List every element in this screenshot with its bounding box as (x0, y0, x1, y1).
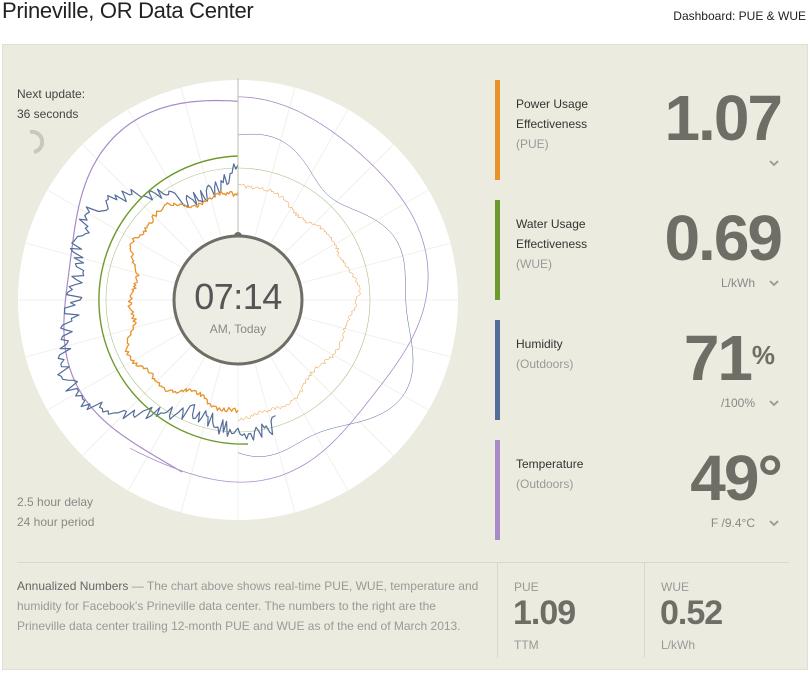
metric-abbrev: (PUE) (516, 134, 636, 154)
loading-spinner-icon (28, 130, 44, 154)
metric-color-bar (495, 200, 500, 300)
chevron-down-icon[interactable] (769, 398, 779, 408)
metric-humidity[interactable]: Humidity (Outdoors) 71 % /100% (495, 320, 795, 420)
next-update: Next update: 36 seconds (17, 84, 85, 124)
metric-unit: /100% (721, 396, 755, 410)
header: Prineville, OR Data Center Dashboard: PU… (0, 0, 810, 44)
metric-label: Humidity (Outdoors) (516, 334, 636, 374)
ttm-unit: L/kWh (661, 638, 695, 652)
metric-abbrev: (Outdoors) (516, 354, 636, 374)
annualized-section: Annualized Numbers — The chart above sho… (2, 562, 808, 670)
delay-text: 2.5 hour delay (17, 492, 94, 512)
metric-color-bar (495, 320, 500, 420)
delay-info: 2.5 hour delay 24 hour period (17, 492, 94, 532)
annualized-description: Annualized Numbers — The chart above sho… (17, 576, 487, 636)
metric-value: 71 (684, 326, 751, 390)
metric-name-line2: Effectiveness (516, 114, 636, 134)
metric-name-line1: Power Usage (516, 94, 636, 114)
metric-color-bar (495, 80, 500, 180)
metric-abbrev: (Outdoors) (516, 474, 636, 494)
metric-color-bar (495, 440, 500, 540)
clock-sub: AM, Today (170, 322, 306, 336)
ttm-value: 1.09 (513, 594, 575, 633)
metric-label: Power Usage Effectiveness (PUE) (516, 94, 636, 154)
metric-name-line1: Temperature (516, 454, 636, 474)
metric-value: 0.69 (664, 206, 781, 270)
metric-pue[interactable]: Power Usage Effectiveness (PUE) 1.07 (495, 80, 795, 180)
ttm-label: PUE (514, 580, 539, 594)
metric-name-line1: Humidity (516, 334, 636, 354)
metric-wue[interactable]: Water Usage Effectiveness (WUE) 0.69 L/k… (495, 200, 795, 300)
metric-label: Water Usage Effectiveness (WUE) (516, 214, 636, 274)
metric-unit: F /9.4°C (711, 516, 755, 530)
chevron-down-icon[interactable] (769, 158, 779, 168)
clock-time: 07:14 (170, 276, 306, 318)
center-clock: 07:14 AM, Today (170, 232, 306, 368)
metric-name-line2: Effectiveness (516, 234, 636, 254)
period-text: 24 hour period (17, 512, 94, 532)
annualized-lead: Annualized Numbers (17, 579, 128, 593)
next-update-label: Next update: (17, 84, 85, 104)
metric-unit-sup: % (752, 340, 775, 371)
ttm-value: 0.52 (660, 594, 722, 633)
chevron-down-icon[interactable] (769, 518, 779, 528)
ttm-wue: WUE 0.52 L/kWh (644, 562, 784, 658)
metric-value: 1.07 (664, 86, 781, 150)
dashboard-link[interactable]: Dashboard: PUE & WUE (673, 9, 806, 23)
chevron-down-icon[interactable] (769, 278, 779, 288)
ttm-unit: TTM (514, 638, 539, 652)
metric-abbrev: (WUE) (516, 254, 636, 274)
ttm-pue: PUE 1.09 TTM (497, 562, 637, 658)
metric-label: Temperature (Outdoors) (516, 454, 636, 494)
metric-name-line1: Water Usage (516, 214, 636, 234)
next-update-value: 36 seconds (17, 104, 85, 124)
ttm-label: WUE (661, 580, 689, 594)
metric-value: 49° (690, 446, 781, 510)
metric-temperature[interactable]: Temperature (Outdoors) 49° F /9.4°C (495, 440, 795, 540)
page-title: Prineville, OR Data Center (2, 0, 253, 24)
metric-unit: L/kWh (721, 276, 755, 290)
